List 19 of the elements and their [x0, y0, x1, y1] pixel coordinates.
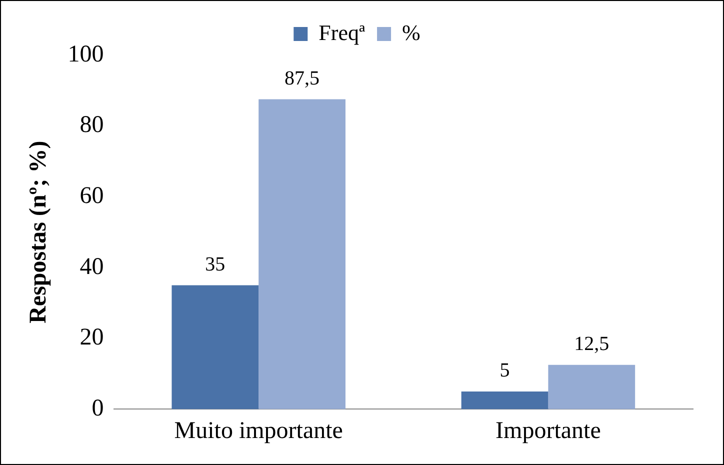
- data-label: 12,5: [574, 333, 610, 356]
- bar: [461, 391, 548, 410]
- y-tick-label: 80: [80, 112, 104, 138]
- bar: [548, 364, 636, 410]
- y-axis-title: Respostas (nº; %): [26, 140, 52, 324]
- y-tick-label: 100: [68, 41, 104, 68]
- data-label: 35: [205, 253, 226, 276]
- y-tick-label: 40: [80, 254, 104, 280]
- x-tick-label: Muito importante: [174, 418, 343, 444]
- bar: [258, 99, 346, 410]
- legend-label: %: [402, 20, 420, 45]
- y-tick-label: 60: [80, 182, 104, 209]
- data-label: 87,5: [284, 68, 320, 90]
- x-tick-label: Importante: [496, 418, 601, 444]
- legend-label: Freqª: [318, 20, 366, 45]
- bar: [172, 285, 259, 410]
- y-tick-label: 20: [80, 324, 104, 351]
- data-label: 5: [500, 360, 510, 382]
- y-tick-label: 0: [92, 395, 104, 422]
